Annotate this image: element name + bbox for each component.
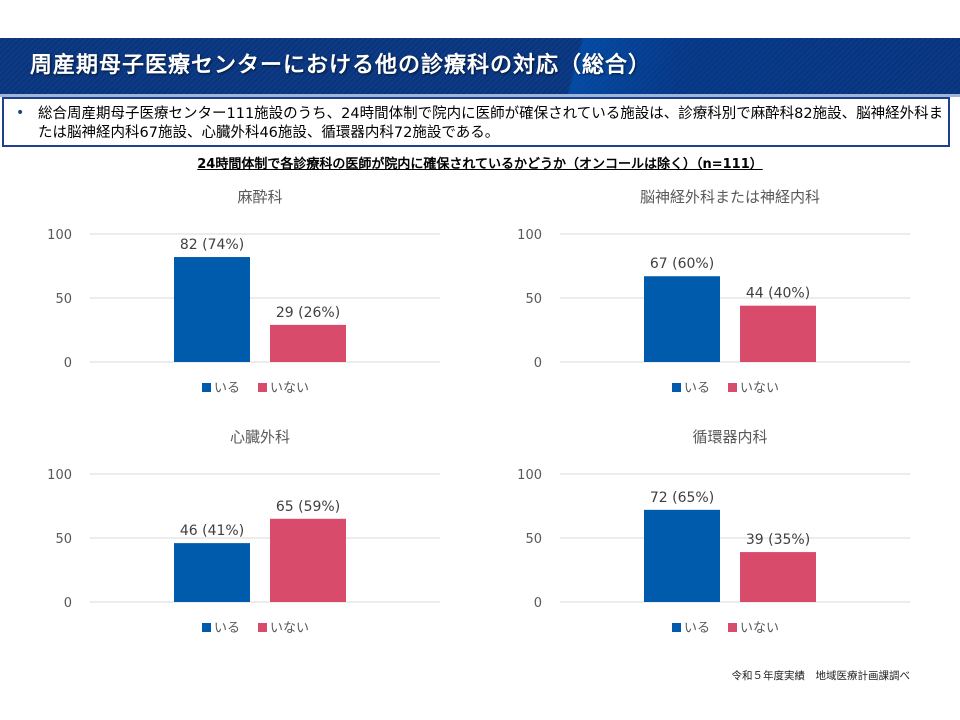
legend-label: いる bbox=[214, 381, 240, 396]
chart-panel-anesthesiology: 麻酔科 0 50 100 82 (74%) 29 (26%) いる いない bbox=[20, 180, 460, 410]
bar-absent bbox=[270, 518, 346, 602]
legend-label: いない bbox=[740, 381, 779, 396]
legend-label: いる bbox=[684, 381, 710, 396]
y-tick-label: 50 bbox=[55, 292, 72, 307]
legend-swatch-absent bbox=[728, 383, 737, 392]
chart-heading: 24時間体制で各診療科の医師が院内に確保されているかどうか（オンコールは除く）（… bbox=[0, 153, 960, 172]
y-tick-label: 0 bbox=[534, 356, 542, 371]
header-divider bbox=[0, 94, 960, 97]
bar-chart: 麻酔科 0 50 100 82 (74%) 29 (26%) いる いない bbox=[47, 188, 440, 396]
legend-swatch-present bbox=[202, 383, 211, 392]
data-label: 72 (65%) bbox=[650, 490, 714, 506]
header-band bbox=[0, 38, 960, 94]
bar-chart: 循環器内科 0 50 100 72 (65%) 39 (35%) いる いない bbox=[517, 428, 910, 636]
chart-panel-neurosurgery: 脳神経外科または神経内科 0 50 100 67 (60%) 44 (40%) いる いない bbox=[490, 180, 930, 410]
summary-box: • 総合周産期母子医療センター111施設のうち、24時間体制で院内に医師が確保さ… bbox=[2, 97, 950, 147]
legend-swatch-present bbox=[672, 383, 681, 392]
summary-text: 総合周産期母子医療センター111施設のうち、24時間体制で院内に医師が確保されて… bbox=[38, 106, 944, 141]
data-label: 46 (41%) bbox=[180, 523, 244, 539]
chart-panel-cardiology: 循環器内科 0 50 100 72 (65%) 39 (35%) いる いない bbox=[490, 420, 930, 650]
source-note: 令和５年度実績 地域医療計画課調べ bbox=[731, 670, 911, 682]
y-tick-label: 100 bbox=[517, 228, 542, 243]
legend-swatch-present bbox=[672, 623, 681, 632]
legend-label: いない bbox=[740, 621, 779, 636]
bar-absent bbox=[740, 305, 816, 362]
legend-swatch-present bbox=[202, 623, 211, 632]
bar-chart: 脳神経外科または神経内科 0 50 100 67 (60%) 44 (40%) いる いない bbox=[517, 188, 910, 396]
bar-absent bbox=[270, 324, 346, 362]
chart-title: 脳神経外科または神経内科 bbox=[640, 188, 820, 206]
bullet-icon: • bbox=[16, 105, 25, 121]
chart-title: 循環器内科 bbox=[692, 428, 767, 446]
data-label: 65 (59%) bbox=[276, 499, 340, 515]
y-tick-label: 100 bbox=[517, 468, 542, 483]
y-tick-label: 50 bbox=[525, 292, 542, 307]
y-tick-label: 100 bbox=[47, 468, 72, 483]
bar-present bbox=[644, 509, 720, 602]
chart-title: 心臓外科 bbox=[230, 428, 290, 446]
y-tick-label: 0 bbox=[534, 596, 542, 611]
bar-absent bbox=[740, 552, 816, 602]
chart-panel-cardiac-surgery: 心臓外科 0 50 100 46 (41%) 65 (59%) いる いない bbox=[20, 420, 460, 650]
y-tick-label: 0 bbox=[64, 596, 72, 611]
bar-present bbox=[174, 543, 250, 602]
data-label: 39 (35%) bbox=[746, 532, 810, 548]
data-label: 82 (74%) bbox=[180, 237, 244, 253]
page-title: 周産期母子医療センターにおける他の診療科の対応（総合） bbox=[30, 53, 652, 78]
legend-swatch-absent bbox=[728, 623, 737, 632]
y-tick-label: 50 bbox=[525, 532, 542, 547]
data-label: 67 (60%) bbox=[650, 256, 714, 272]
y-tick-label: 50 bbox=[55, 532, 72, 547]
y-tick-label: 100 bbox=[47, 228, 72, 243]
chart-heading-text: 24時間体制で各診療科の医師が院内に確保されているかどうか（オンコールは除く）（… bbox=[197, 157, 763, 172]
legend-label: いる bbox=[684, 621, 710, 636]
y-tick-label: 0 bbox=[64, 356, 72, 371]
bar-present bbox=[174, 257, 250, 362]
chart-title: 麻酔科 bbox=[237, 188, 282, 206]
data-label: 44 (40%) bbox=[746, 286, 810, 302]
bar-present bbox=[644, 276, 720, 362]
legend-label: いる bbox=[214, 621, 240, 636]
legend-swatch-absent bbox=[258, 623, 267, 632]
legend-label: いない bbox=[270, 621, 309, 636]
legend-label: いない bbox=[270, 381, 309, 396]
bar-chart: 心臓外科 0 50 100 46 (41%) 65 (59%) いる いない bbox=[47, 428, 440, 636]
data-label: 29 (26%) bbox=[276, 305, 340, 321]
legend-swatch-absent bbox=[258, 383, 267, 392]
